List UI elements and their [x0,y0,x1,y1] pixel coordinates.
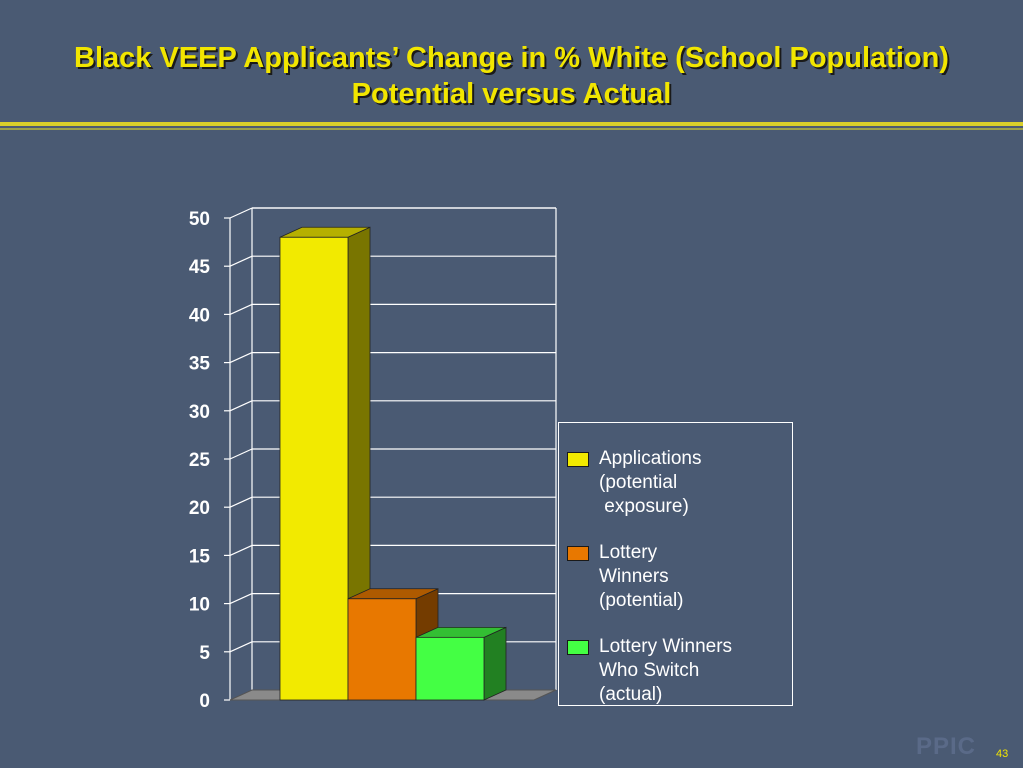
chart-legend: Applications (potential exposure) Lotter… [558,422,793,706]
legend-item-winners-who-switch: Lottery Winners Who Switch (actual) [567,635,732,707]
slide-title: Black VEEP Applicants’ Change in % White… [0,40,1023,112]
bar [279,236,349,701]
bar-side [483,626,507,701]
bar [415,636,485,701]
gridline-side [229,303,253,315]
y-tick-label: 25 [189,450,211,471]
title-divider [0,122,1023,126]
legend-swatch-lottery-winners [567,546,589,561]
y-tick-label: 45 [189,257,211,278]
y-tick-label: 40 [189,305,210,326]
legend-item-lottery-winners: Lottery Winners (potential) [567,541,684,613]
gridline-side [229,496,253,508]
gridline-side [229,207,253,219]
legend-label-winners-who-switch: Lottery Winners Who Switch (actual) [599,636,733,705]
gridline-side [229,352,253,364]
y-tick-label: 5 [199,643,210,664]
gridline-side [229,593,253,605]
y-tick-label: 30 [189,402,210,423]
y-tick-label: 50 [189,209,210,230]
gridline-side [229,400,253,412]
legend-swatch-applications [567,452,589,467]
page-number: 43 [996,748,1009,760]
y-tick-label: 0 [199,691,210,712]
y-tick-label: 15 [189,546,211,567]
legend-label-applications: Applications (potential exposure) [599,448,702,517]
title-divider-secondary [0,128,1023,130]
legend-item-applications: Applications (potential exposure) [567,447,701,519]
gridline-side [229,641,253,653]
y-tick-label: 20 [189,498,210,519]
y-tick-label: 35 [189,354,211,375]
title-line-1: Black VEEP Applicants’ Change in % White… [74,42,949,74]
gridline-side [229,544,253,556]
bar [347,598,417,701]
title-line-2: Potential versus Actual [351,78,672,110]
legend-swatch-winners-who-switch [567,640,589,655]
legend-label-lottery-winners: Lottery Winners (potential) [599,542,684,611]
ppic-watermark: PPIC [916,733,977,760]
gridline-side [229,448,253,460]
y-tick-label: 10 [189,595,210,616]
gridline-side [229,255,253,267]
